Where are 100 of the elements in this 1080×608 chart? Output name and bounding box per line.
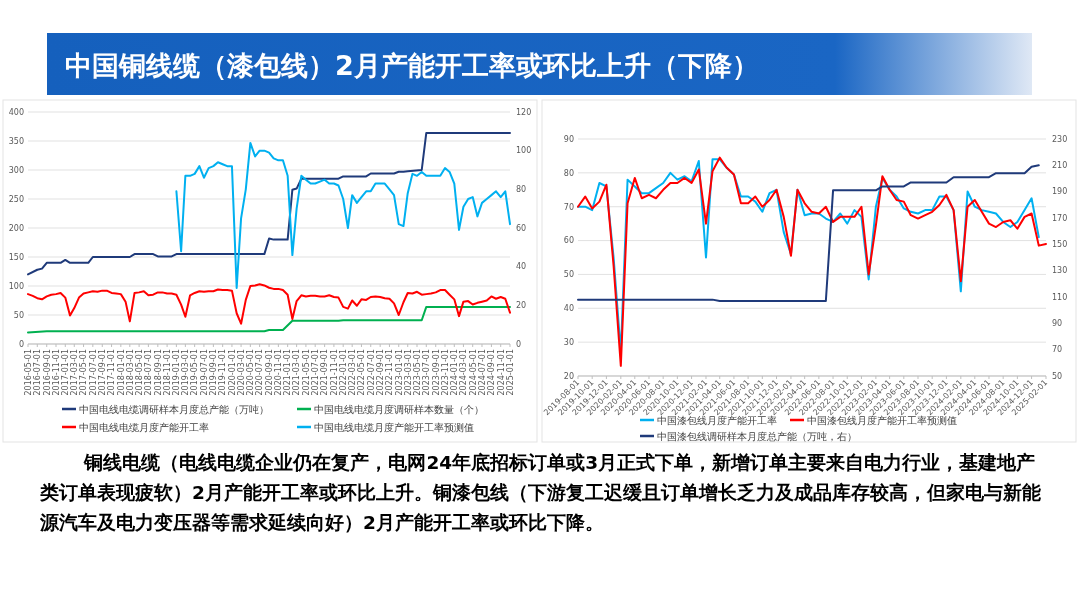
x-tick-label: 2024-05-01 <box>468 349 478 396</box>
y-tick-label: 20 <box>563 371 574 381</box>
x-tick-label: 2023-03-01 <box>403 349 413 396</box>
x-tick-label: 2016-11-01 <box>51 349 61 396</box>
x-tick-label: 2019-11-01 <box>218 349 228 396</box>
y-tick-label: 50 <box>563 270 574 280</box>
y2-tick-label: 170 <box>1052 213 1068 223</box>
y2-tick-label: 0 <box>516 339 522 349</box>
y2-tick-label: 190 <box>1052 187 1068 197</box>
x-tick-label: 2021-05-01 <box>301 349 311 396</box>
x-tick-label: 2024-07-01 <box>477 349 487 396</box>
y2-tick-label: 120 <box>516 107 532 117</box>
x-tick-label: 2018-03-01 <box>125 349 135 396</box>
x-tick-label: 2020-07-01 <box>255 349 265 396</box>
y2-tick-label: 40 <box>516 262 527 272</box>
y2-tick-label: 60 <box>516 223 527 233</box>
x-tick-label: 2021-01-01 <box>283 349 293 396</box>
x-tick-label: 2021-11-01 <box>329 349 339 396</box>
line-series <box>27 305 511 334</box>
legend-label: 中国漆包线调研样本月度总产能（万吨，右） <box>657 430 857 442</box>
x-tick-label: 2022-01-01 <box>338 349 348 396</box>
y2-tick-label: 150 <box>1052 240 1068 250</box>
y2-tick-label: 20 <box>516 301 527 311</box>
x-tick-label: 2024-03-01 <box>459 349 469 396</box>
x-tick-label: 2023-07-01 <box>422 349 432 396</box>
x-tick-label: 2023-05-01 <box>412 349 422 396</box>
line-series <box>175 141 511 289</box>
x-tick-label: 2017-11-01 <box>107 349 117 396</box>
x-tick-label: 2025-01-01 <box>505 349 515 396</box>
x-tick-label: 2017-09-01 <box>98 349 108 396</box>
y-tick-label: 350 <box>8 136 24 146</box>
legend-label: 中国电线电缆月度产能开工率 <box>79 421 209 433</box>
y-tick-label: 0 <box>18 339 24 349</box>
y2-tick-label: 210 <box>1052 161 1068 171</box>
y2-tick-label: 50 <box>1052 371 1063 381</box>
x-tick-label: 2024-11-01 <box>496 349 506 396</box>
x-tick-label: 2018-11-01 <box>162 349 172 396</box>
x-tick-label: 2016-07-01 <box>33 349 43 396</box>
y-tick-label: 200 <box>8 223 24 233</box>
x-tick-label: 2018-01-01 <box>116 349 126 396</box>
y-tick-label: 30 <box>563 337 574 347</box>
x-tick-label: 2017-03-01 <box>70 349 80 396</box>
x-tick-label: 2022-03-01 <box>347 349 357 396</box>
line-series <box>577 164 1040 302</box>
x-tick-label: 2023-11-01 <box>440 349 450 396</box>
legend-label: 中国漆包线月度产能开工率预测值 <box>807 414 957 426</box>
legend-label: 中国电线电缆月度产能开工率预测值 <box>314 421 474 433</box>
y2-tick-label: 230 <box>1052 134 1068 144</box>
line-series <box>27 283 511 325</box>
x-tick-label: 2016-09-01 <box>42 349 52 396</box>
x-tick-label: 2021-03-01 <box>292 349 302 396</box>
x-tick-label: 2019-03-01 <box>181 349 191 396</box>
x-tick-label: 2019-05-01 <box>190 349 200 396</box>
y2-tick-label: 90 <box>1052 319 1063 329</box>
x-tick-label: 2022-09-01 <box>375 349 385 396</box>
x-tick-label: 2020-01-01 <box>227 349 237 396</box>
x-tick-label: 2020-09-01 <box>264 349 274 396</box>
y-tick-label: 150 <box>8 252 24 262</box>
text: 中国铜线缆（漆包线）2月产能开工率或环比上升（下降） <box>65 50 759 81</box>
y-tick-label: 100 <box>8 281 24 291</box>
x-tick-label: 2018-09-01 <box>153 349 163 396</box>
y-tick-label: 40 <box>563 304 574 314</box>
x-tick-label: 2017-05-01 <box>79 349 89 396</box>
y2-tick-label: 130 <box>1052 266 1068 276</box>
x-tick-label: 2016-05-01 <box>23 349 33 396</box>
y2-tick-label: 80 <box>516 185 527 195</box>
x-tick-label: 2023-01-01 <box>394 349 404 396</box>
x-tick-label: 2017-07-01 <box>88 349 98 396</box>
x-tick-label: 2019-01-01 <box>172 349 182 396</box>
x-tick-label: 2018-07-01 <box>144 349 154 396</box>
y-tick-label: 250 <box>8 194 24 204</box>
y-tick-label: 400 <box>8 107 24 117</box>
x-tick-label: 2020-11-01 <box>274 349 284 396</box>
legend-label: 中国电线电缆月度调研样本数量（个） <box>314 403 484 415</box>
text: 铜线电缆（电线电缆企业仍在复产，电网24年底招标订单或3月正式下单，新增订单主要来自电力行业，基建地产类订单表现疲软）2月产能开工率或环比上升。铜漆包线（下游复工迟缓且订单增长乏力及成品库存较高，但家电与新能源汽车及电力变压器等需求延续向好）2月产能开工率或环比下降。 <box>40 451 1042 535</box>
x-tick-label: 2019-07-01 <box>199 349 209 396</box>
x-tick-label: 2023-09-01 <box>431 349 441 396</box>
x-tick-label: 2021-09-01 <box>320 349 330 396</box>
x-tick-label: 2017-01-01 <box>61 349 71 396</box>
x-tick-label: 2022-11-01 <box>385 349 395 396</box>
x-tick-label: 2022-05-01 <box>357 349 367 396</box>
x-tick-label: 2024-01-01 <box>450 349 460 396</box>
x-tick-label: 2021-07-01 <box>310 349 320 396</box>
x-tick-label: 2020-03-01 <box>236 349 246 396</box>
x-tick-label: 2022-07-01 <box>366 349 376 396</box>
y-tick-label: 300 <box>8 165 24 175</box>
y-tick-label: 70 <box>563 202 574 212</box>
legend-label: 中国电线电缆调研样本月度总产能（万吨） <box>79 403 269 415</box>
x-tick-label: 2020-05-01 <box>246 349 256 396</box>
x-tick-label: 2024-09-01 <box>487 349 497 396</box>
x-tick-label: 2018-05-01 <box>134 349 144 396</box>
line-series <box>27 131 511 276</box>
x-tick-label: 2019-09-01 <box>209 349 219 396</box>
y-tick-label: 60 <box>563 236 574 246</box>
y2-tick-label: 100 <box>516 146 532 156</box>
y-tick-label: 50 <box>13 310 24 320</box>
y-tick-label: 90 <box>563 134 574 144</box>
y-tick-label: 80 <box>563 168 574 178</box>
y2-tick-label: 110 <box>1052 292 1068 302</box>
y2-tick-label: 70 <box>1052 345 1063 355</box>
